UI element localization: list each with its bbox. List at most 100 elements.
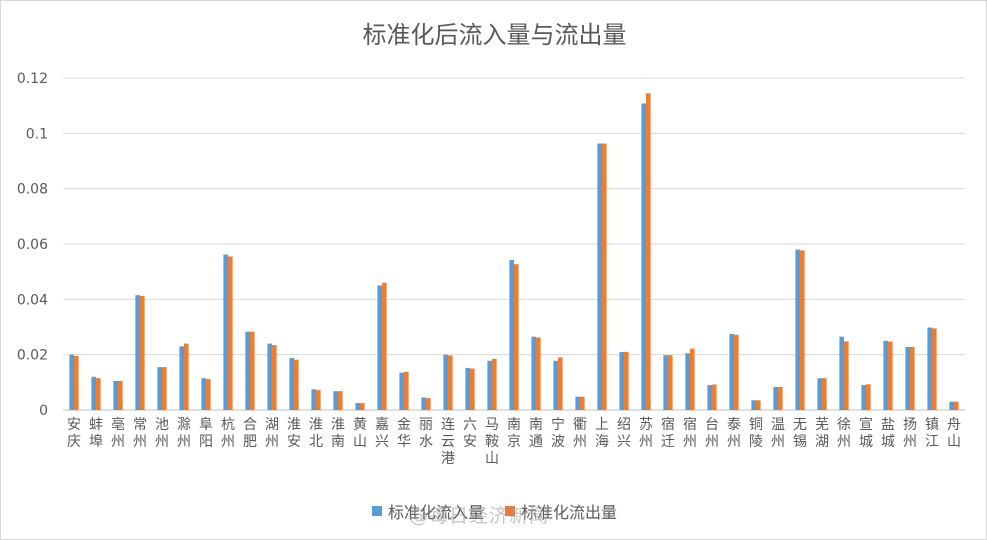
bar-outflow — [272, 344, 277, 410]
bar-outflow — [954, 401, 959, 410]
bar-outflow — [668, 355, 673, 410]
bar-outflow — [360, 403, 365, 410]
x-tick-label: 台州 — [705, 417, 719, 450]
bar-outflow — [184, 343, 189, 410]
x-tick-label: 连云港 — [441, 417, 455, 467]
x-tick-label: 淮安 — [287, 417, 301, 450]
bar-inflow — [641, 103, 646, 410]
bar-outflow — [536, 337, 541, 410]
bar-inflow — [69, 354, 74, 410]
bar-inflow — [839, 336, 844, 410]
legend-swatch-inflow — [371, 506, 382, 516]
x-tick-label: 六安 — [463, 417, 477, 450]
bar-inflow — [179, 346, 184, 410]
bar-outflow — [932, 328, 937, 410]
x-tick-label: 滁州 — [177, 417, 191, 450]
y-tick-label: 0.06 — [17, 237, 48, 253]
bar-outflow — [844, 341, 849, 410]
bar-inflow — [531, 336, 536, 410]
x-tick-label: 宣城 — [859, 417, 873, 450]
x-tick-label: 徐州 — [837, 417, 851, 450]
bar-outflow — [426, 398, 431, 410]
bar-inflow — [685, 353, 690, 410]
bar-inflow — [883, 340, 888, 410]
bar-outflow — [206, 379, 211, 410]
x-tick-label: 南京 — [507, 417, 521, 450]
x-tick-label: 嘉兴 — [375, 417, 389, 450]
bar-inflow — [421, 397, 426, 410]
x-tick-label: 苏州 — [639, 417, 653, 450]
bar-outflow — [470, 368, 475, 410]
bar-inflow — [905, 346, 910, 410]
bar-outflow — [910, 346, 915, 410]
bar-outflow — [734, 334, 739, 410]
legend-label-inflow: 标准化流入量 — [387, 503, 484, 522]
y-tick-label: 0.1 — [26, 126, 48, 142]
x-tick-label: 南通 — [529, 417, 543, 450]
bar-outflow — [580, 396, 585, 410]
x-tick-label: 湖州 — [265, 417, 279, 450]
bar-inflow — [597, 143, 602, 410]
bar-inflow — [619, 351, 624, 410]
bar-inflow — [773, 387, 778, 410]
bar-outflow — [514, 264, 519, 410]
bars — [69, 93, 959, 410]
bar-inflow — [355, 403, 360, 410]
bar-outflow — [558, 357, 563, 410]
x-tick-label: 芜湖 — [815, 416, 829, 450]
x-tick-label: 蚌埠 — [89, 417, 103, 450]
y-tick-label: 0.04 — [17, 292, 48, 308]
chart-title: 标准化后流入量与流出量 — [362, 21, 627, 49]
bar-inflow — [245, 331, 250, 410]
bar-outflow — [624, 351, 629, 410]
bar-outflow — [712, 384, 717, 410]
bar-inflow — [663, 355, 668, 410]
x-tick-label: 淮南 — [331, 417, 345, 450]
bar-outflow — [646, 93, 651, 410]
bar-inflow — [157, 367, 162, 410]
bar-inflow — [377, 285, 382, 410]
watermark-text: @每日经济新闻 — [409, 505, 550, 527]
x-tick-label: 盐城 — [881, 417, 895, 450]
legend: 标准化流入量 标准化流出量 — [1, 499, 987, 523]
x-tick-label: 丽水 — [419, 417, 433, 450]
bar-outflow — [228, 256, 233, 410]
bar-outflow — [756, 400, 761, 410]
bar-outflow — [118, 380, 123, 410]
x-tick-label: 合肥 — [243, 417, 257, 450]
bar-inflow — [113, 380, 118, 410]
bar-outflow — [250, 331, 255, 410]
bar-outflow — [448, 355, 453, 410]
bar-inflow — [333, 391, 338, 410]
legend-item-outflow: 标准化流出量 — [505, 499, 617, 523]
bar-inflow — [509, 260, 514, 410]
bar-inflow — [223, 254, 228, 410]
x-tick-label: 杭州 — [221, 417, 235, 450]
bar-outflow — [316, 390, 321, 410]
bar-outflow — [294, 359, 299, 410]
x-tick-label: 宿州 — [683, 416, 697, 450]
bar-inflow — [91, 376, 96, 410]
bar-outflow — [800, 250, 805, 410]
x-tick-label: 舟山 — [947, 417, 961, 450]
bar-outflow — [74, 356, 79, 410]
x-tick-label: 宿迁 — [661, 416, 675, 450]
x-tick-label: 铜陵 — [749, 417, 763, 450]
bar-inflow — [443, 354, 448, 410]
bar-inflow — [861, 385, 866, 410]
bar-inflow — [487, 360, 492, 410]
x-tick-label: 亳州 — [111, 416, 125, 450]
bar-inflow — [267, 343, 272, 410]
bar-inflow — [795, 249, 800, 410]
x-tick-label: 金华 — [397, 417, 411, 450]
bar-inflow — [729, 333, 734, 410]
x-tick-label: 池州 — [155, 417, 169, 450]
x-tick-label: 扬州 — [903, 417, 917, 450]
x-tick-label: 无锡 — [793, 417, 807, 450]
bar-outflow — [690, 348, 695, 410]
bar-inflow — [311, 389, 316, 410]
legend-swatch-outflow — [505, 506, 516, 516]
bar-inflow — [135, 295, 140, 410]
bar-outflow — [492, 358, 497, 410]
bar-outflow — [338, 391, 343, 410]
